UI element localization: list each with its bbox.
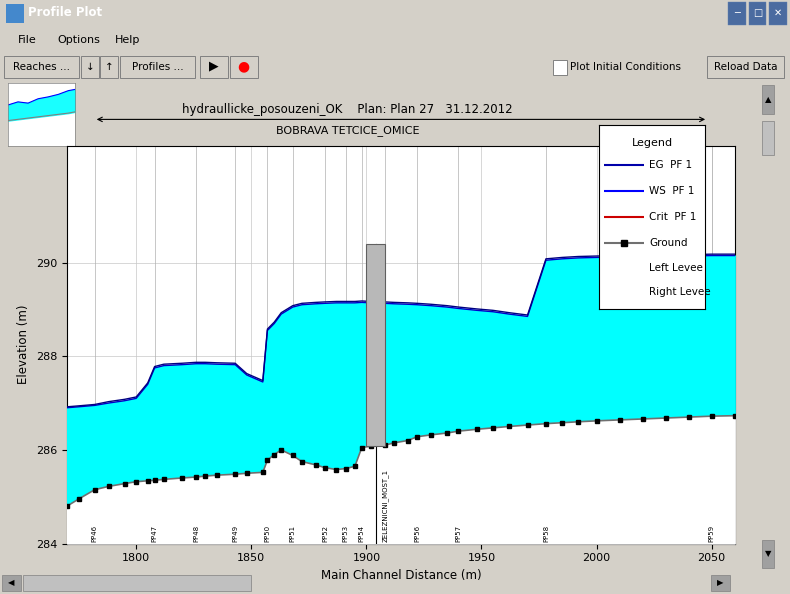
Text: PP57: PP57	[456, 525, 461, 542]
Text: ↑: ↑	[104, 62, 114, 72]
Text: PP54: PP54	[359, 525, 365, 542]
Text: ●: ●	[238, 59, 250, 73]
Text: ZELEZNICNI_MOST_1: ZELEZNICNI_MOST_1	[382, 469, 388, 542]
Text: Right Levee: Right Levee	[649, 287, 710, 298]
Text: Plot Initial Conditions: Plot Initial Conditions	[570, 62, 682, 71]
Text: Ground: Ground	[649, 238, 687, 248]
Bar	[367, 244, 385, 446]
Bar	[769, 2, 787, 24]
Bar	[707, 56, 784, 78]
Y-axis label: Elevation (m): Elevation (m)	[17, 305, 31, 384]
Text: PP46: PP46	[92, 525, 98, 542]
Text: ─: ─	[734, 8, 740, 18]
Text: PP52: PP52	[322, 525, 328, 542]
Text: □: □	[753, 8, 762, 18]
Text: Profile Plot: Profile Plot	[28, 7, 102, 20]
Text: Help: Help	[115, 34, 140, 45]
Text: PP49: PP49	[232, 525, 239, 542]
Text: ◀: ◀	[8, 578, 14, 587]
Bar	[2, 575, 21, 590]
Text: PP56: PP56	[414, 525, 420, 542]
Bar	[81, 56, 99, 78]
Bar	[762, 539, 774, 568]
Bar	[23, 575, 250, 590]
Text: Crit  PF 1: Crit PF 1	[649, 212, 696, 222]
Text: Profiles ...: Profiles ...	[132, 62, 183, 72]
Bar	[120, 56, 195, 78]
Text: PP50: PP50	[265, 525, 270, 542]
Text: Reload Data: Reload Data	[714, 62, 777, 72]
Bar	[230, 56, 258, 78]
Text: PP47: PP47	[152, 525, 158, 542]
Text: Options: Options	[57, 34, 100, 45]
Bar	[553, 60, 567, 75]
Text: EG  PF 1: EG PF 1	[649, 160, 692, 170]
Text: PP58: PP58	[543, 525, 549, 542]
X-axis label: Main Channel Distance (m): Main Channel Distance (m)	[321, 569, 481, 582]
Bar	[6, 4, 24, 23]
Bar	[762, 121, 774, 156]
Text: PP51: PP51	[290, 525, 295, 542]
Bar	[100, 56, 118, 78]
Text: PP48: PP48	[193, 525, 199, 542]
Bar	[200, 56, 228, 78]
Text: PP53: PP53	[343, 525, 348, 542]
Text: hydraullicke_posouzeni_OK    Plan: Plan 27   31.12.2012: hydraullicke_posouzeni_OK Plan: Plan 27 …	[182, 103, 513, 116]
Text: ▼: ▼	[765, 549, 771, 558]
Text: Left Levee: Left Levee	[649, 263, 703, 273]
Text: Legend: Legend	[631, 138, 673, 148]
Text: ▶: ▶	[717, 578, 724, 587]
Bar	[4, 56, 79, 78]
Bar	[762, 86, 774, 114]
Text: PP59: PP59	[709, 525, 715, 542]
Text: ▲: ▲	[765, 95, 771, 104]
Bar	[710, 575, 730, 590]
Text: Reaches ...: Reaches ...	[13, 62, 70, 72]
Text: ✕: ✕	[774, 8, 782, 18]
Bar	[749, 2, 766, 24]
Text: ▶: ▶	[209, 59, 219, 72]
Text: WS  PF 1: WS PF 1	[649, 186, 694, 196]
Text: ↓: ↓	[85, 62, 95, 72]
Text: File: File	[17, 34, 36, 45]
Bar	[728, 2, 746, 24]
Text: BOBRAVA TETCICE_OMICE: BOBRAVA TETCICE_OMICE	[276, 125, 419, 135]
